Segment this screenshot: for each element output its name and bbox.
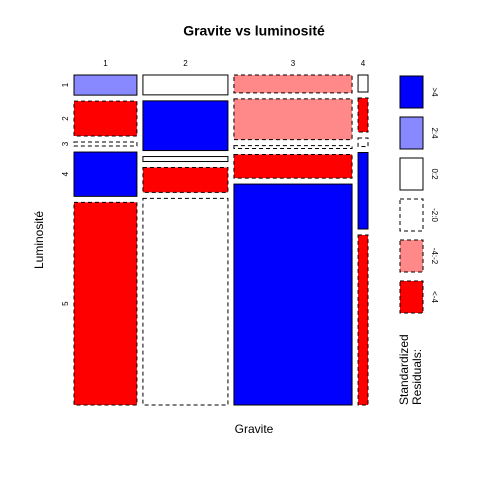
mosaic-cell — [142, 167, 229, 193]
chart-title: Gravite vs luminosité — [183, 23, 325, 39]
mosaic-cell — [357, 97, 369, 133]
legend-label: 0:2 — [430, 168, 439, 180]
legend-title: Residuals: — [410, 349, 424, 405]
mosaic-cell — [357, 234, 369, 406]
y-axis-title: Luminosité — [32, 211, 46, 269]
mosaic-cell — [233, 98, 353, 141]
y-tick-label: 3 — [61, 141, 70, 146]
mosaic-cell — [357, 137, 369, 147]
legend-label: -4:-2 — [430, 248, 439, 265]
x-tick-label: 3 — [291, 59, 296, 68]
mosaic-cell — [73, 141, 138, 147]
mosaic-cell — [233, 145, 353, 149]
y-tick-label: 2 — [61, 116, 70, 121]
legend-label: 2:4 — [430, 127, 439, 139]
mosaic-cell — [233, 153, 353, 179]
legend-swatch — [399, 75, 424, 109]
legend-swatch — [399, 198, 424, 232]
legend-swatch — [399, 239, 424, 273]
mosaic-cell — [142, 74, 229, 96]
mosaic-cell — [357, 152, 369, 230]
mosaic-cell — [233, 183, 353, 406]
x-tick-label: 2 — [183, 59, 188, 68]
legend-title: Standardized — [397, 334, 411, 405]
legend-swatch — [399, 116, 424, 150]
y-tick-label: 1 — [61, 82, 70, 87]
y-tick-label: 4 — [61, 171, 70, 176]
mosaic-cell — [142, 197, 229, 406]
mosaic-cell — [73, 201, 138, 406]
legend-label: <-4 — [430, 291, 439, 303]
legend-swatch — [399, 157, 424, 191]
mosaic-cell — [73, 100, 138, 137]
legend-label: -2:0 — [430, 208, 439, 222]
mosaic-cell — [73, 74, 138, 96]
legend-label: >4 — [430, 87, 439, 97]
mosaic-cell — [142, 156, 229, 163]
legend-swatch — [399, 280, 424, 314]
mosaic-cell — [142, 100, 229, 152]
x-tick-label: 1 — [103, 59, 108, 68]
x-tick-label: 4 — [361, 59, 366, 68]
mosaic-cell — [233, 74, 353, 94]
y-tick-label: 5 — [61, 301, 70, 306]
mosaic-cell — [357, 74, 369, 93]
mosaic-cell — [73, 151, 138, 197]
x-axis-title: Gravite — [235, 422, 274, 436]
